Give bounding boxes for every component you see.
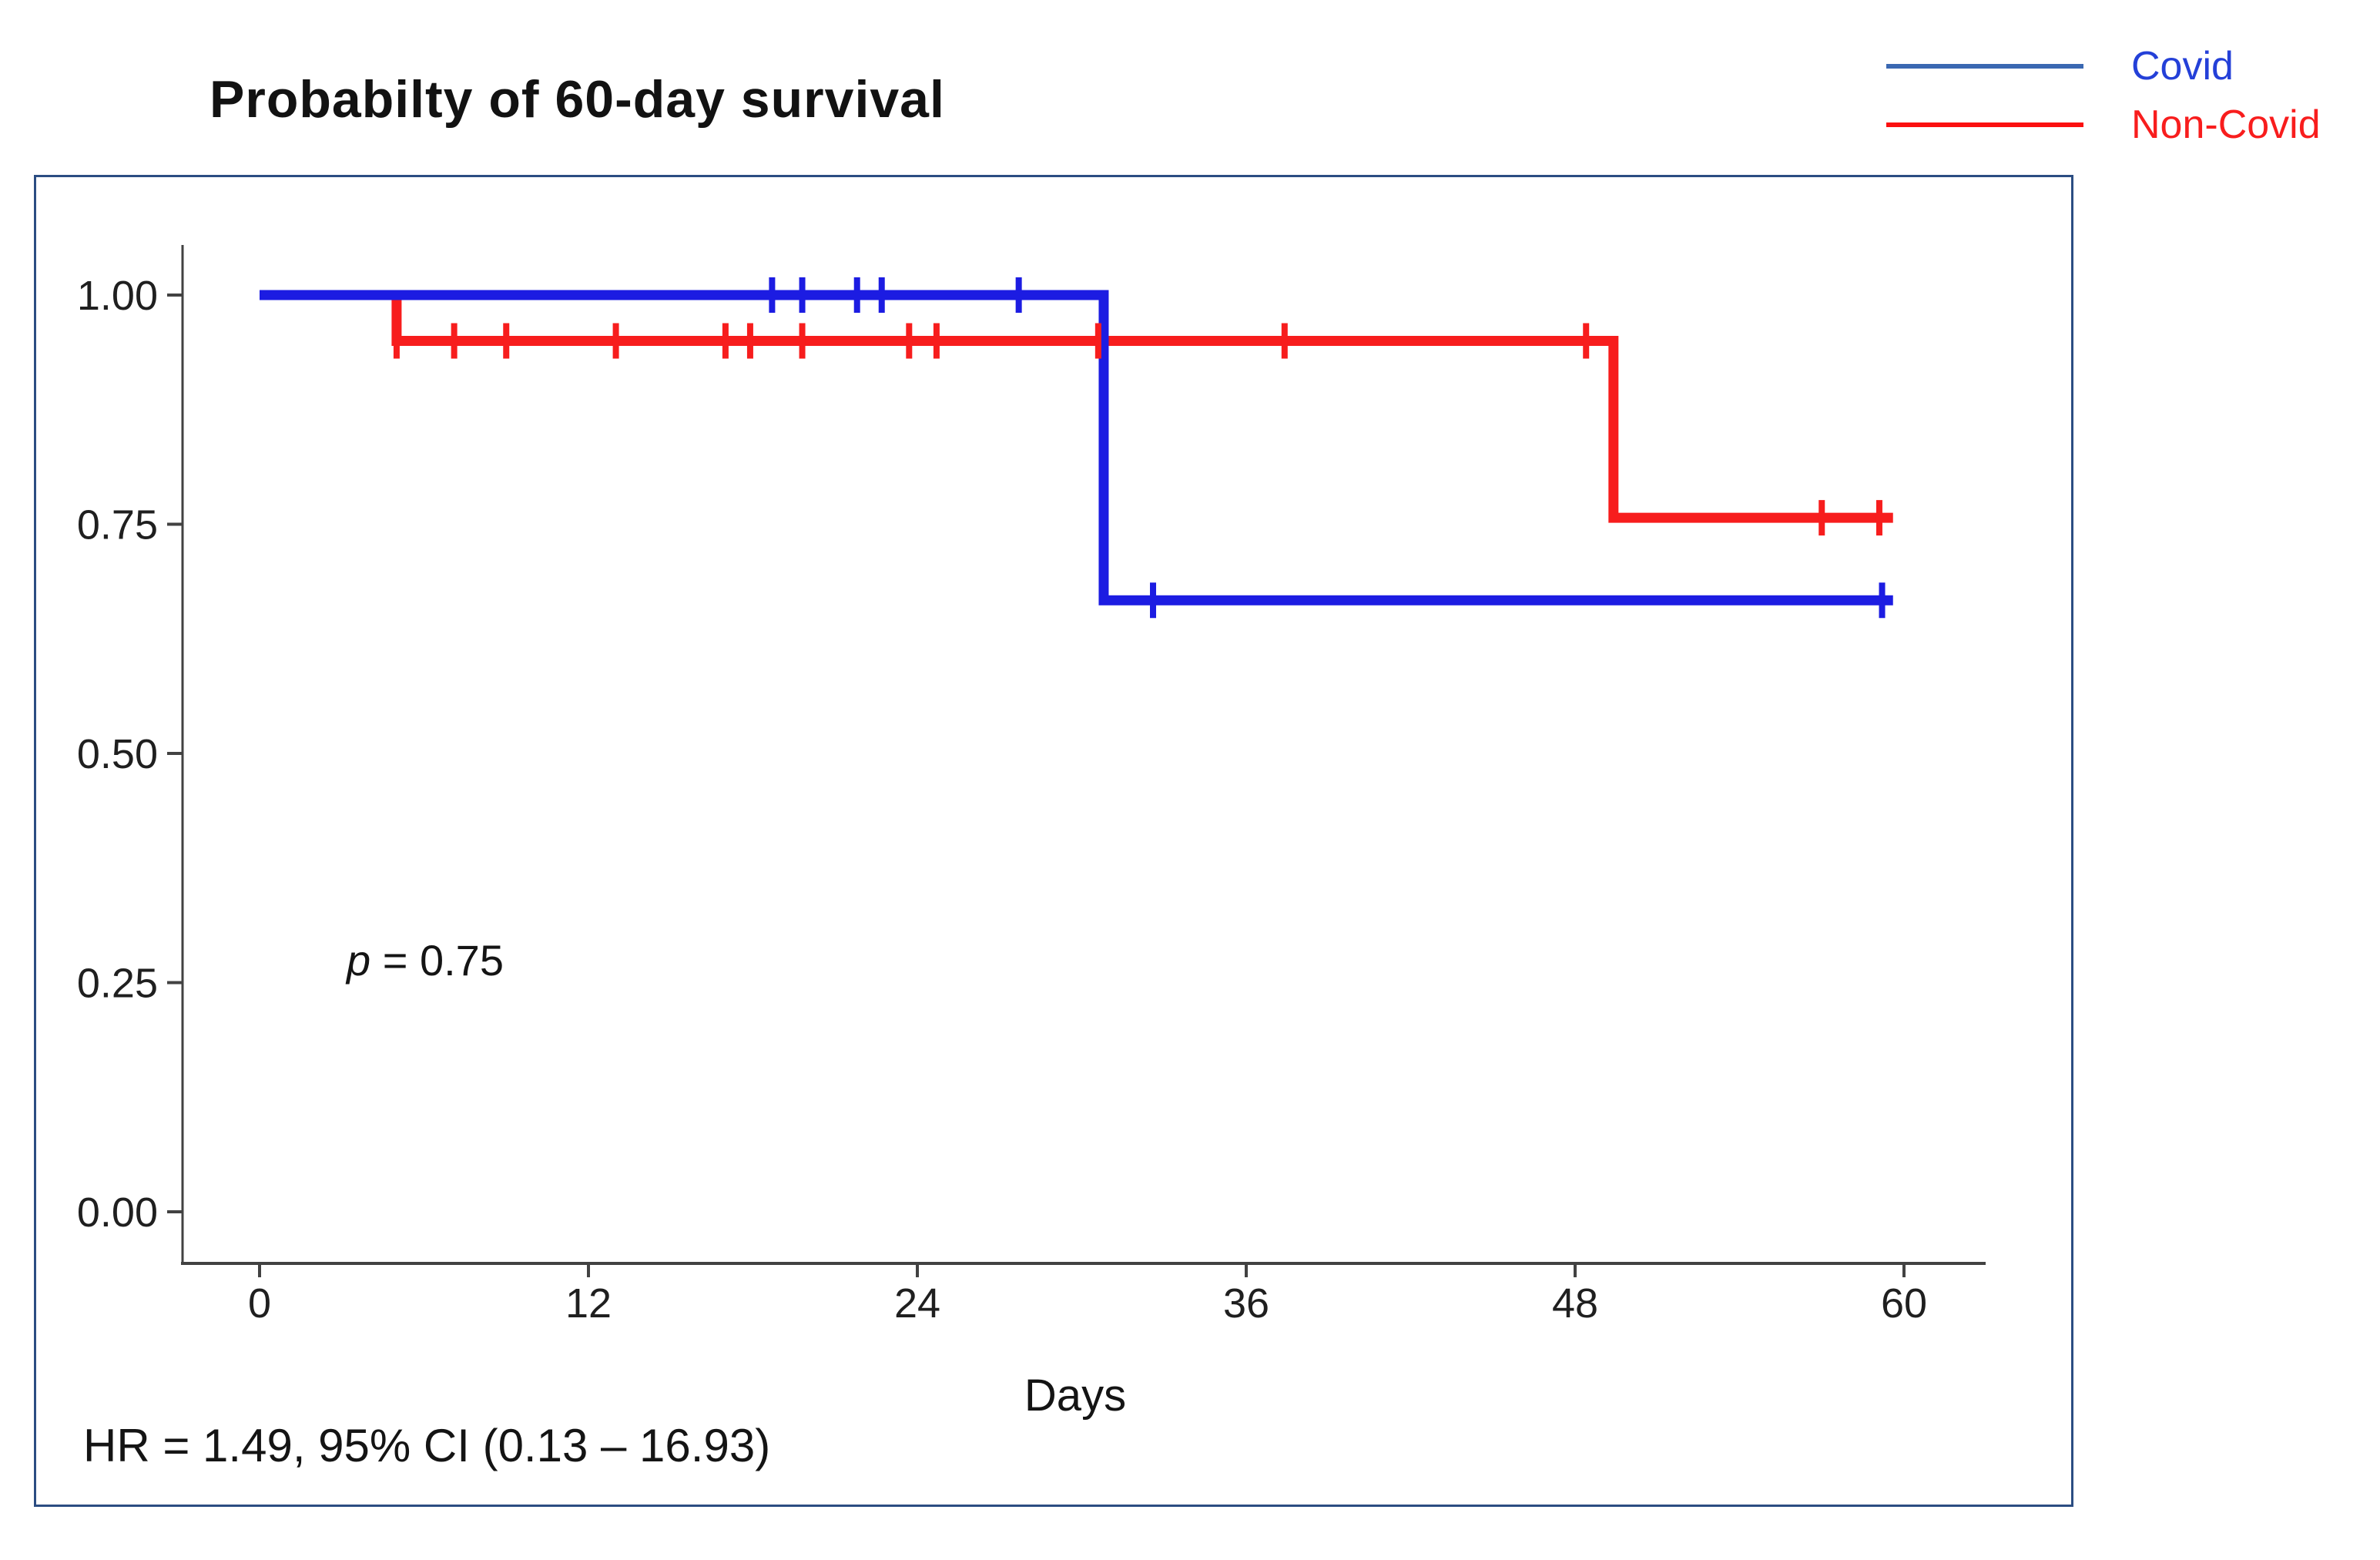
y-tick-label: 0.50 <box>77 731 158 777</box>
x-tick-label: 12 <box>565 1280 612 1327</box>
y-tick-label: 0.00 <box>77 1189 158 1236</box>
chart-title: Probabilty of 60-day survival <box>210 70 945 129</box>
x-tick-label: 60 <box>1881 1280 1927 1327</box>
p-value-annotation: p = 0.75 <box>347 935 504 985</box>
y-tick-label: 1.00 <box>77 273 158 319</box>
legend-item-non-covid: Non-Covid <box>1886 96 2321 154</box>
series-line-covid <box>260 290 1893 606</box>
legend-label-covid: Covid <box>2131 44 2234 89</box>
plot-border-box <box>34 175 2073 1507</box>
x-tick-label: 24 <box>894 1280 940 1327</box>
x-tick-label: 36 <box>1223 1280 1269 1327</box>
p-value-text: = 0.75 <box>370 936 504 985</box>
legend-line-covid-swatch <box>1886 64 2083 69</box>
legend-line-non-covid-swatch <box>1886 122 2083 127</box>
x-tick-label: 48 <box>1552 1280 1598 1327</box>
y-tick-label: 0.25 <box>77 961 158 1007</box>
hazard-ratio-annotation: HR = 1.49, 95% CI (0.13 – 16.93) <box>83 1420 771 1471</box>
legend: Covid Non-Covid <box>1886 37 2321 154</box>
x-axis-title: Days <box>1024 1370 1127 1421</box>
y-tick-label: 0.75 <box>77 502 158 549</box>
x-tick-label: 0 <box>248 1280 271 1327</box>
p-value-symbol: p <box>347 936 371 985</box>
legend-item-covid: Covid <box>1886 37 2321 96</box>
legend-label-non-covid: Non-Covid <box>2131 102 2321 147</box>
